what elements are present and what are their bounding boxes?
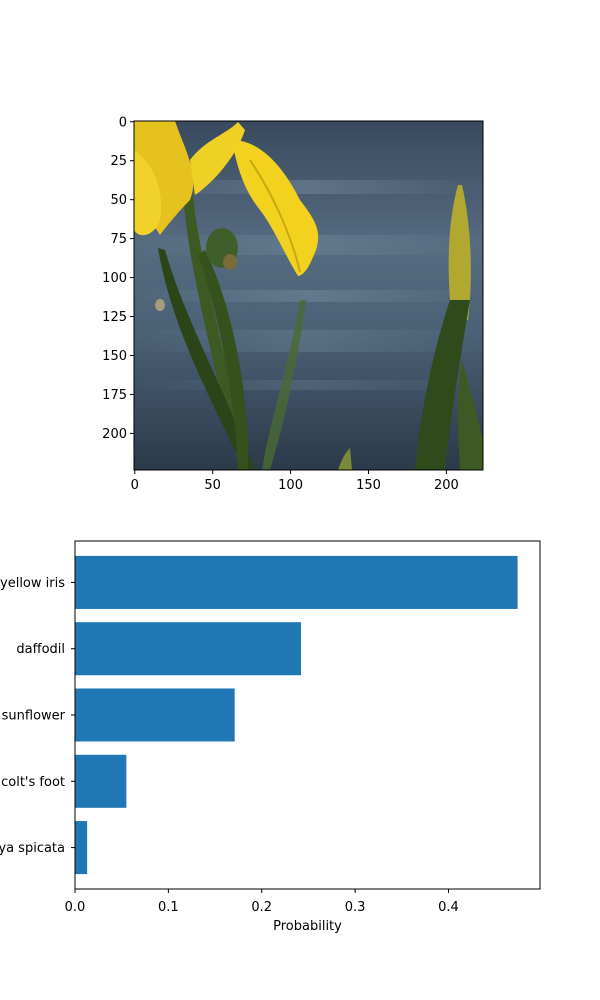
category-label: daffodil: [16, 642, 65, 657]
bar-x-tick-label: 0.2: [251, 900, 272, 915]
image-y-tick-label: 25: [110, 154, 127, 169]
image-y-tick-label: 150: [102, 349, 127, 364]
bar-x-tick-label: 0.0: [65, 900, 86, 915]
category-label: ya spicata: [0, 841, 65, 856]
flower-image-panel: 0 50 100 150 200 0 25 50 75 100 125 150 175 200: [102, 115, 484, 493]
image-y-axis: 0 25 50 75 100 125 150 175 200: [102, 115, 134, 442]
bar-group: [75, 555, 518, 875]
bar-x-tick-label: 0.1: [158, 900, 179, 915]
image-x-tick-label: 200: [434, 478, 459, 493]
image-x-tick-label: 50: [204, 478, 221, 493]
image-y-tick-label: 75: [110, 232, 127, 247]
image-x-tick-label: 150: [356, 478, 381, 493]
flower-photo: [134, 121, 483, 470]
image-y-tick-label: 50: [110, 193, 127, 208]
bar-x-tick-label: 0.4: [438, 900, 459, 915]
image-y-tick-label: 0: [119, 115, 127, 130]
category-label: colt's foot: [1, 775, 65, 790]
image-y-tick-label: 125: [102, 310, 127, 325]
category-label: yellow iris: [0, 576, 65, 591]
bar-y-axis: yellow iris daffodil sunflower colt's foot y…: [0, 576, 75, 856]
category-label: sunflower: [2, 709, 66, 724]
image-x-tick-label: 0: [131, 478, 139, 493]
x-axis-label: Probability: [273, 919, 342, 934]
bar-x-tick-label: 0.3: [345, 900, 366, 915]
image-x-tick-label: 100: [278, 478, 303, 493]
bar-ya-spicata: [75, 821, 88, 875]
bar-yellow-iris: [75, 555, 518, 609]
image-x-axis: 0 50 100 150 200: [131, 470, 459, 493]
bar-colt-s-foot: [75, 754, 127, 808]
probability-bar-chart: 0.0 0.1 0.2 0.3 0.4 yellow iris daffodil sunfl…: [0, 540, 541, 934]
bar-daffodil: [75, 622, 301, 676]
image-y-tick-label: 100: [102, 271, 127, 286]
image-y-tick-label: 200: [102, 427, 127, 442]
image-y-tick-label: 175: [102, 388, 127, 403]
bar-x-axis: 0.0 0.1 0.2 0.3 0.4: [65, 889, 459, 915]
bar-sunflower: [75, 688, 235, 742]
